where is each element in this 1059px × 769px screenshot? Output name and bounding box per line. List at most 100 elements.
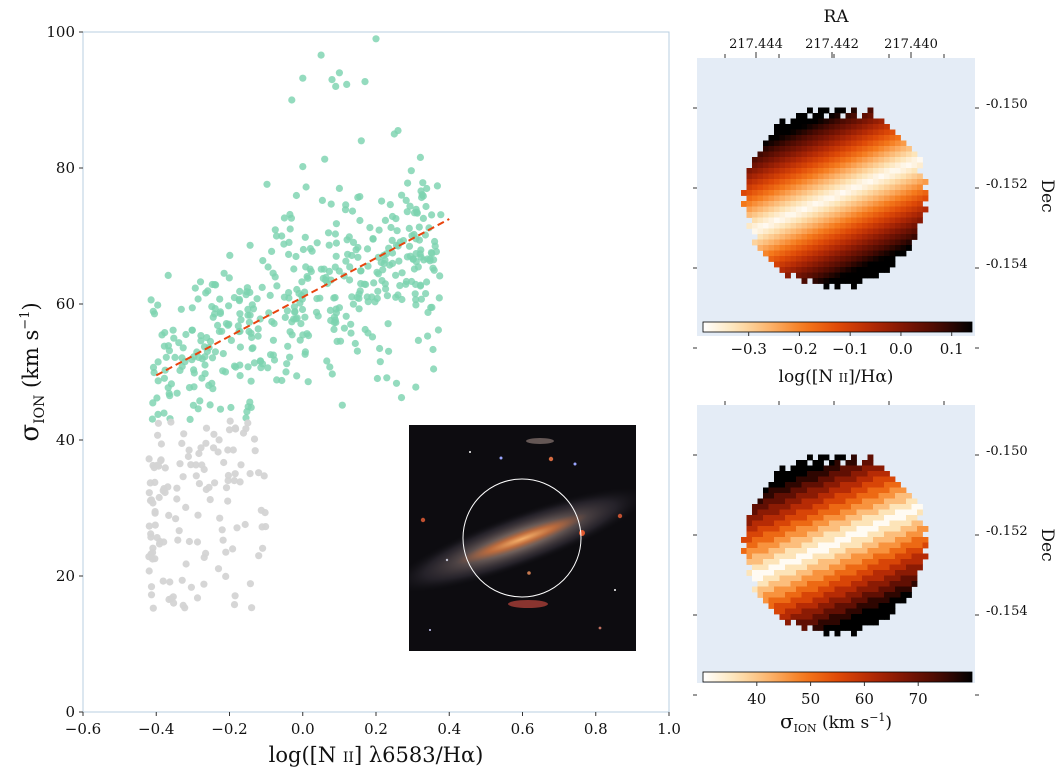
map-pixel — [884, 553, 890, 560]
map-pixel — [851, 592, 857, 598]
map-pixel — [785, 493, 791, 499]
map-pixel — [834, 504, 841, 510]
map-pixel — [746, 184, 753, 191]
map-pixel — [801, 140, 808, 147]
map-pixel — [878, 520, 885, 527]
map-pixel — [812, 498, 819, 505]
map-pixel — [884, 592, 890, 598]
map-pixel — [851, 162, 857, 169]
map-pixel — [889, 597, 896, 604]
map-pixel — [867, 195, 874, 202]
map-pixel — [757, 570, 764, 576]
fit-line — [155, 218, 450, 377]
map-pixel — [812, 206, 819, 213]
map-pixel — [785, 476, 791, 483]
sigma-ion-map-panel: -0.150-0.152-0.154 Dec 40 50 60 70 σION (km… — [693, 401, 1057, 735]
map-pixel — [829, 548, 835, 554]
map-pixel — [884, 504, 890, 510]
map-pixel — [845, 245, 852, 251]
map-pixel — [757, 184, 764, 191]
scatter-point-green — [330, 318, 338, 327]
scatter-point-grey — [170, 599, 178, 607]
map-pixel — [873, 228, 879, 235]
map-pixel — [763, 515, 769, 521]
map-pixel — [834, 245, 841, 251]
map-pixel — [768, 542, 775, 549]
map-pixel — [807, 570, 813, 576]
map-pixel — [779, 504, 786, 510]
map-pixel — [818, 272, 824, 279]
scatter-point-green — [378, 277, 386, 285]
map-pixel — [790, 487, 797, 494]
map-pixel — [801, 493, 808, 499]
map-pixel — [856, 471, 863, 477]
map-pixel — [884, 256, 890, 262]
map-pixel — [801, 586, 808, 593]
scatter-point-green — [422, 202, 430, 211]
map-pixel — [812, 564, 819, 571]
map-pixel — [845, 548, 852, 554]
map-pixel — [840, 542, 846, 549]
map-pixel — [741, 201, 747, 207]
map-pixel — [917, 206, 923, 213]
map-pixel — [911, 526, 918, 532]
map-pixel — [851, 515, 857, 521]
scatter-point-green — [396, 282, 404, 290]
map-pixel — [823, 140, 830, 147]
map-pixel — [851, 454, 857, 461]
map-pixel — [834, 151, 841, 158]
map-pixel — [818, 526, 824, 532]
scatter-point-green — [189, 401, 197, 409]
scatter-point-green — [208, 280, 216, 289]
map-pixel — [840, 168, 846, 174]
map-pixel — [906, 157, 912, 163]
map-pixel — [873, 520, 879, 527]
scatter-point-green — [161, 366, 169, 374]
scatter-point-green — [436, 272, 444, 280]
ra-tick-label: 217.442 — [805, 37, 859, 52]
map-pixel — [829, 190, 835, 196]
map-pixel — [851, 570, 857, 576]
map-pixel — [757, 157, 764, 163]
map-pixel — [851, 482, 857, 488]
map-pixel — [834, 493, 841, 499]
scatter-point-green — [153, 394, 161, 402]
map-pixel — [906, 245, 912, 251]
map-pixel — [768, 575, 775, 582]
map-pixel — [829, 553, 835, 560]
map-pixel — [774, 223, 780, 229]
map-pixel — [801, 515, 808, 521]
map-pixel — [823, 548, 830, 554]
map-pixel — [834, 124, 841, 130]
dec-tick-labels-bottom: -0.150-0.152-0.154 — [986, 444, 1028, 619]
map-pixel — [757, 559, 764, 565]
scatter-point-grey — [194, 511, 202, 519]
map-pixel — [840, 603, 846, 609]
map-pixel — [840, 619, 846, 626]
map-pixel — [873, 482, 879, 488]
map-pixel — [785, 245, 791, 251]
map-pixel — [801, 272, 808, 279]
map-pixel — [834, 278, 841, 284]
map-pixel — [746, 173, 753, 180]
map-pixel — [895, 228, 901, 235]
map-pixel — [851, 234, 857, 240]
scatter-point-green — [204, 287, 212, 295]
map-pixel — [752, 564, 758, 571]
map-pixel — [774, 603, 780, 609]
map-pixel — [845, 482, 852, 488]
map-pixel — [818, 162, 824, 169]
map-pixel — [774, 471, 780, 477]
map-pixel — [856, 228, 863, 235]
map-pixel — [840, 162, 846, 169]
map-pixel — [862, 239, 868, 246]
map-pixel — [779, 201, 786, 207]
map-pixel — [873, 129, 879, 136]
scatter-point-green — [169, 326, 177, 334]
map-pixel — [845, 614, 852, 620]
map-pixel — [801, 124, 808, 130]
scatter-point-green — [258, 283, 266, 291]
map-pixel — [911, 537, 918, 543]
x-tick-label: 0.0 — [291, 720, 315, 738]
scatter-point-grey — [255, 552, 263, 560]
